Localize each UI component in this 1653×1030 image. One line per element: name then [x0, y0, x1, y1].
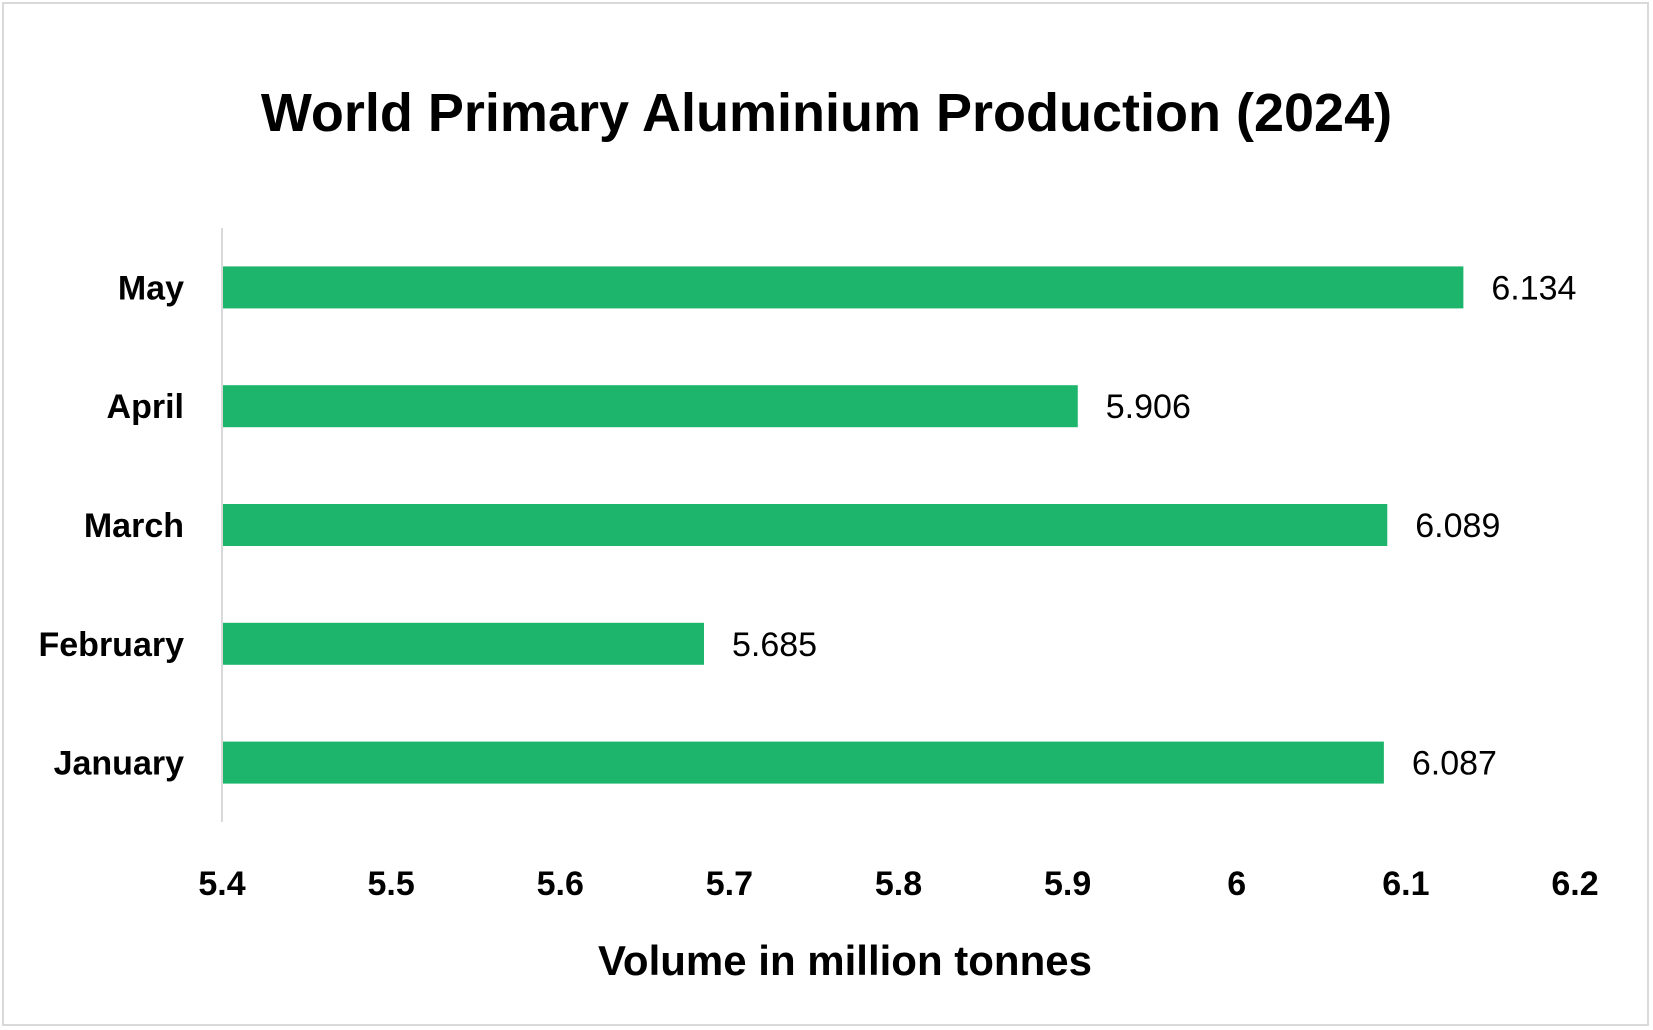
bar-january [222, 741, 1384, 784]
bars-layer [222, 266, 1464, 784]
bar-may [222, 266, 1464, 309]
bar-march [222, 504, 1388, 546]
chart-title: World Primary Aluminium Production (2024… [260, 83, 1393, 143]
x-axis-ticks: 5.4 5.5 5.6 5.7 5.8 5.9 6 6.1 6.2 [198, 865, 1598, 903]
x-tick-label: 5.6 [537, 865, 584, 903]
value-label-january: 6.087 [1412, 745, 1497, 783]
category-label-february: February [39, 626, 185, 664]
category-label-march: March [84, 507, 184, 545]
category-label-may: May [118, 269, 184, 307]
bar-february [222, 622, 705, 665]
x-tick-label: 5.9 [1044, 865, 1091, 903]
x-tick-label: 5.7 [706, 865, 753, 903]
value-label-march: 6.089 [1415, 507, 1500, 545]
labels-layer: 6.087 January 5.685 February 6.089 March 5.906… [39, 269, 1577, 782]
x-axis-title: Volume in million tonnes [598, 937, 1092, 984]
x-tick-label: 6.1 [1382, 865, 1429, 903]
value-label-february: 5.685 [732, 626, 817, 664]
category-label-january: January [54, 745, 184, 783]
x-tick-label: 6 [1227, 865, 1246, 903]
category-label-april: April [107, 388, 184, 426]
x-tick-label: 5.5 [367, 865, 414, 903]
bar-april [222, 385, 1078, 428]
value-label-april: 5.906 [1106, 388, 1191, 426]
value-label-may: 6.134 [1491, 269, 1576, 307]
x-tick-label: 5.8 [875, 865, 922, 903]
x-tick-label: 6.2 [1551, 865, 1598, 903]
x-tick-label: 5.4 [198, 865, 245, 903]
